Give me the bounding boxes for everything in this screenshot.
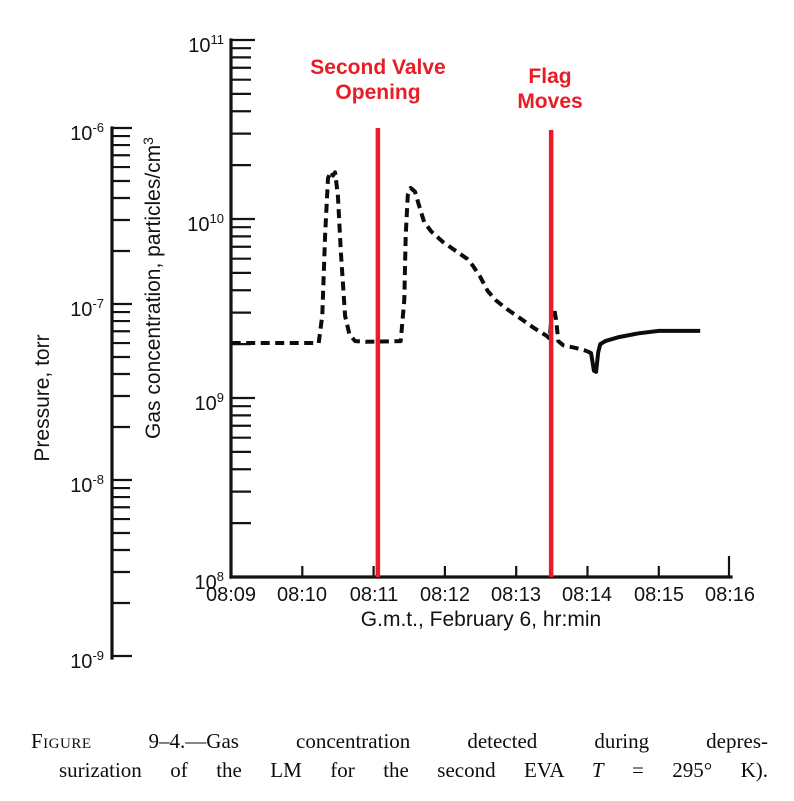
x-tick-label-0809: 08:09: [205, 584, 257, 606]
gas-tick-label-1e8: 108: [194, 569, 224, 594]
pressure-tick-label-1e-9: 10-9: [70, 648, 104, 673]
caption-figure-label: Figure: [31, 729, 92, 753]
pressure-axis-title: Pressure, torr: [31, 334, 54, 462]
gas-tick-label-1e9: 109: [194, 390, 224, 415]
x-tick-label-0810: 08:10: [276, 584, 328, 606]
pressure-tick-label-1e-8: 10-8: [70, 472, 104, 497]
figure-caption: Figure 9–4.—Gas concentration detected d…: [31, 727, 768, 785]
gas-axis-title: Gas concentration, particles/cm3: [140, 137, 165, 439]
annotation-line: Moves: [517, 90, 583, 113]
pressure-tick-label-1e-7: 10-7: [70, 296, 104, 321]
x-tick-label-0816: 08:16: [704, 584, 756, 606]
annotation-flag-moves: Flag Moves: [480, 64, 620, 114]
annotation-second-valve-opening: Second Valve Opening: [268, 55, 488, 105]
gas-curve-solid-segment: [585, 328, 701, 374]
caption-line-2: surization of the LM for the second EVA …: [59, 758, 768, 782]
annotation-line: Flag: [528, 65, 572, 88]
gas-tick-label-1e11: 1011: [188, 32, 224, 57]
x-tick-label-0815: 08:15: [633, 584, 685, 606]
pressure-tick-label-1e-6: 10-6: [70, 120, 104, 145]
x-tick-label-0811: 08:11: [349, 584, 399, 606]
gas-curve-dashed-segment: [231, 169, 588, 353]
x-tick-label-0813: 08:13: [490, 584, 542, 606]
gas-tick-label-1e10: 1010: [187, 211, 224, 236]
annotation-line: Second Valve: [310, 56, 446, 79]
x-axis-title: G.m.t., February 6, hr:min: [360, 608, 602, 631]
generated-ticks-curve-events: [112, 38, 731, 658]
x-tick-label-0814: 08:14: [561, 584, 613, 606]
chart-plot-area: [110, 38, 733, 660]
annotation-line: Opening: [335, 81, 421, 104]
caption-line-1: Figure 9–4.—Gas concentration detected d…: [31, 729, 768, 753]
x-tick-label-0812: 08:12: [419, 584, 471, 606]
